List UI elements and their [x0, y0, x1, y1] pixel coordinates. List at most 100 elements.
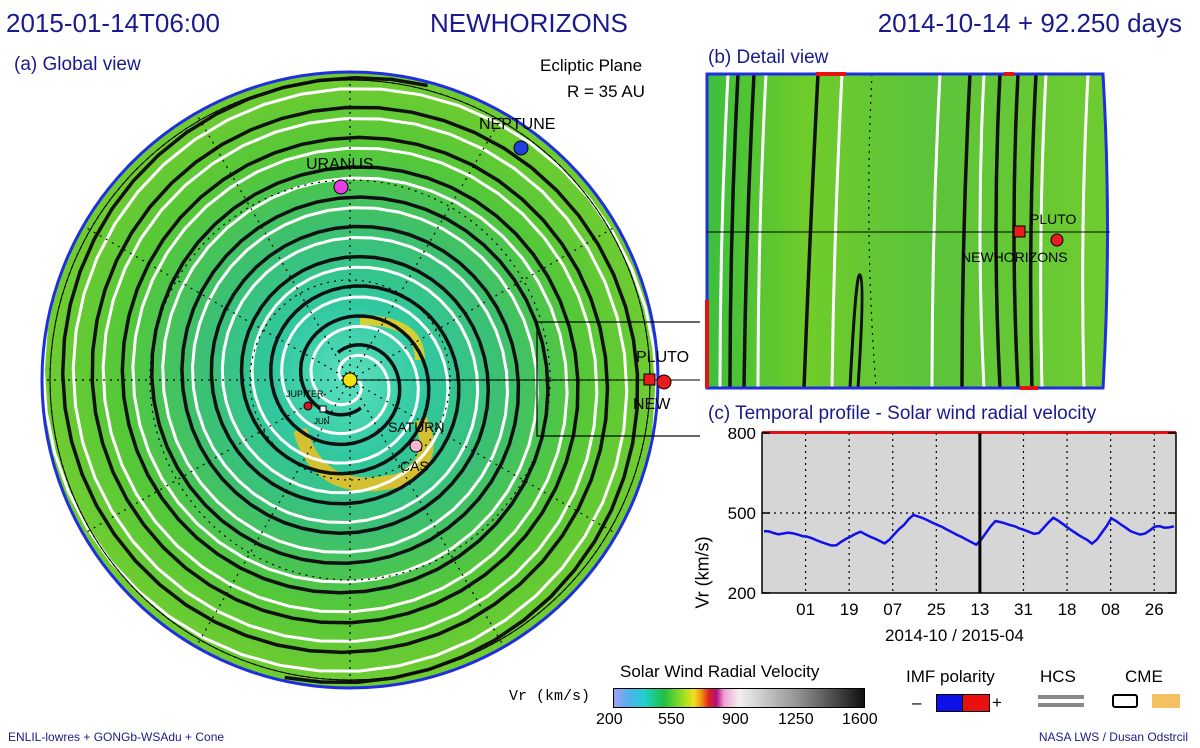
colorbar-tick-1600: 1600 [842, 711, 878, 728]
grid-radial-line [194, 111, 351, 381]
detail-field-line-black [994, 74, 1002, 388]
detail-field-line-black [742, 74, 756, 388]
chart-xlabel: 2014-10 / 2015-04 [885, 626, 1024, 645]
grid-radial-line [349, 379, 506, 649]
grid-radial-line [81, 379, 351, 536]
detail-imf-bottom [1020, 386, 1038, 390]
newhorizons-marker [643, 373, 656, 386]
imf-negative-swatch [936, 694, 964, 712]
epoch-title: 2014-10-14 + 92.250 days [877, 8, 1182, 38]
juno-marker [319, 405, 327, 413]
detail-pluto-marker [1050, 233, 1064, 247]
detail-spiral-features [718, 74, 1090, 388]
grid-radial-line [194, 379, 351, 649]
footer-model-credit: ENLIL-lowres + GONGb-WSAdu + Cone [8, 730, 225, 744]
detail-border [705, 72, 1109, 390]
detail-imf-top-1 [816, 72, 846, 76]
y-tick-label: 800 [728, 428, 756, 443]
y-tick-label: 200 [728, 584, 756, 603]
colorbar-unit: Vr (km/s) [509, 688, 591, 705]
imf-minus-label: – [912, 693, 922, 712]
detail-field-line-black [848, 273, 864, 388]
cme-outline-swatch [1112, 694, 1138, 708]
x-tick-label: 18 [1058, 600, 1077, 619]
detail-field-line-black [802, 74, 820, 388]
global-view-plot [40, 70, 700, 690]
x-tick-label: 07 [883, 600, 902, 619]
radius-label: R = 35 AU [567, 82, 645, 101]
detail-region-box [536, 321, 700, 437]
neptune-label: NEPTUNE [479, 116, 556, 133]
detail-view-plot [705, 72, 1110, 390]
detail-field-line-black [728, 74, 740, 388]
imf-positive-swatch [962, 694, 990, 712]
mission-title: NEWHORIZONS [430, 8, 628, 38]
newhorizons-short-label: NEW [633, 396, 671, 413]
hcs-swatch-2 [1038, 703, 1084, 707]
chart-plot-area [761, 432, 1177, 594]
detail-background [707, 74, 1108, 388]
x-tick-label: 08 [1101, 600, 1120, 619]
colorbar-gradient [613, 688, 865, 708]
hcs-swatch-1 [1038, 695, 1084, 699]
pluto-marker [656, 374, 672, 390]
chart-title: (c) Temporal profile - Solar wind radial… [708, 403, 1097, 424]
x-tick-label: 01 [796, 600, 815, 619]
colorbar-tick-900: 900 [722, 711, 749, 728]
detail-field-line-white [930, 74, 942, 388]
cme-label: CME [1125, 667, 1163, 686]
saturn-marker [409, 439, 423, 453]
spiral-field-line [90, 105, 640, 684]
spiral-field-line [60, 76, 610, 655]
x-tick-label: 31 [1014, 600, 1033, 619]
jupiter-marker [303, 401, 313, 411]
footer-author-credit: NASA LWS / Dusan Odstrcil [1038, 730, 1188, 744]
colorbar-tick-550: 550 [658, 711, 685, 728]
detail-field-line-white [978, 74, 986, 388]
colorbar-title: Solar Wind Radial Velocity [620, 662, 820, 681]
neptune-marker [513, 140, 529, 156]
chart-imf-bar [762, 431, 1176, 434]
imf-plus-label: + [992, 693, 1002, 712]
detail-field-line-white [1081, 74, 1090, 388]
x-tick-label: 13 [970, 600, 989, 619]
grid-radial-line [349, 111, 506, 381]
x-tick-label: 26 [1145, 600, 1164, 619]
plane-label: Ecliptic Plane [540, 56, 643, 75]
detail-newhorizons-marker [1013, 225, 1026, 238]
grid-radial-line [81, 224, 351, 381]
solar-wind-fast-stream [293, 416, 434, 492]
cassini-label: CAS [400, 458, 429, 474]
cme-fill-swatch [1152, 694, 1180, 708]
detail-field-line-white [718, 74, 730, 388]
detail-field-line-black [960, 74, 972, 388]
colorbar-tick-1250: 1250 [778, 711, 814, 728]
x-tick-label: 25 [927, 600, 946, 619]
series-line-vr [763, 513, 1175, 547]
grid-radial-line [349, 224, 619, 381]
colorbar-tick-200: 200 [596, 711, 623, 728]
saturn-label: SATURN [388, 419, 445, 435]
imf-polarity-label: IMF polarity [906, 667, 995, 686]
detail-view-label: (b) Detail view [708, 47, 829, 68]
detail-grid-ring [868, 74, 877, 388]
datetime-title: 2015-01-14T06:00 [6, 8, 220, 38]
jupiter-label: JUPITER [286, 389, 324, 399]
uranus-marker [333, 179, 349, 195]
grid-radial-line [349, 379, 619, 536]
detail-imf-top-2 [1004, 72, 1014, 76]
uranus-label: URANUS [306, 156, 374, 173]
y-tick-label: 500 [728, 504, 756, 523]
detail-field-line-white [756, 74, 768, 388]
detail-pluto-label: PLUTO [1030, 211, 1077, 227]
x-tick-label: 19 [840, 600, 859, 619]
juno-label: JUN [314, 417, 330, 426]
sun-marker [342, 372, 358, 388]
velocity-chart: 200 500 800 01 19 07 25 13 31 18 08 26 [728, 428, 1177, 619]
pluto-label: PLUTO [636, 349, 690, 366]
detail-newhorizons-label: NEWHORIZONS [961, 249, 1068, 265]
global-view-label: (a) Global view [14, 54, 141, 75]
chart-ylabel: Vr (km/s) [692, 536, 713, 609]
detail-field-line-black [1028, 74, 1038, 388]
detail-field-line-white [830, 74, 844, 388]
